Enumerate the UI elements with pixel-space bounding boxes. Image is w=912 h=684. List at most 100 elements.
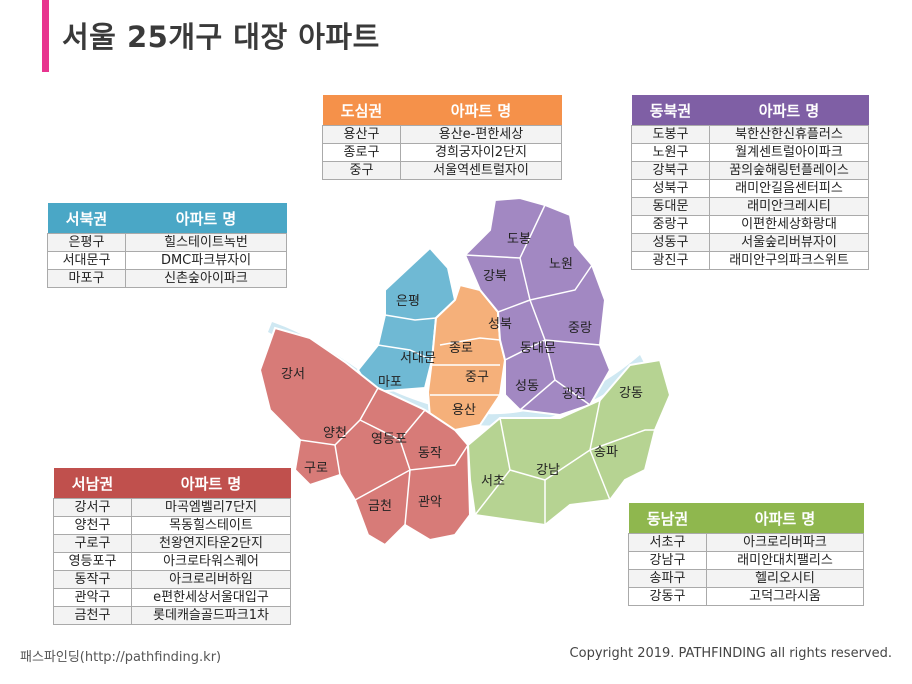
page-title: 서울 25개구 대장 아파트 — [62, 20, 380, 54]
apartment-cell: 고덕그라시움 — [706, 587, 864, 606]
table-row: 성동구 서울숲리버뷰자이 — [631, 233, 869, 252]
table-header-apt: 아파트 명 — [754, 509, 816, 528]
map-label-seongdong: 성동 — [515, 379, 539, 394]
district-cell: 마포구 — [47, 269, 126, 288]
district-cell: 종로구 — [322, 143, 401, 162]
table-row: 금천구 롯데캐슬골드파크1차 — [53, 606, 291, 625]
map-label-jungnang: 중랑 — [568, 321, 592, 336]
region-dosim[interactable] — [426, 283, 507, 432]
district-cell: 송파구 — [628, 569, 707, 588]
apartment-cell: 아크로리버파크 — [706, 533, 864, 552]
district-cell: 도봉구 — [631, 125, 710, 144]
apartment-cell: 래미안대치팰리스 — [706, 551, 864, 570]
map-label-dongdaemun: 동대문 — [520, 341, 556, 356]
district-cell: 강북구 — [631, 161, 710, 180]
table-seobuk: 서북권 아파트 명 은평구 힐스테이트녹번 서대문구 DMC파크뷰자이 마포구 신촌숲아이… — [47, 203, 287, 288]
table-row: 강북구 꿈의숲해링턴플레이스 — [631, 161, 869, 180]
map-label-yeongdeungpo: 영등포 — [371, 432, 407, 447]
table-row: 송파구 헬리오시티 — [628, 569, 864, 588]
table-row: 중랑구 이편한세상화랑대 — [631, 215, 869, 234]
map-label-eunpyeong: 은평 — [396, 294, 420, 309]
map-label-seocho: 서초 — [481, 474, 505, 489]
table-row: 마포구 신촌숲아이파크 — [47, 269, 287, 288]
apartment-cell: 용산e-편한세상 — [400, 125, 562, 144]
region-seobuk[interactable] — [356, 246, 457, 394]
district-cell: 성북구 — [631, 179, 710, 198]
map-label-yangcheon: 양천 — [323, 426, 347, 441]
table-row: 서초구 아크로리버파크 — [628, 533, 864, 552]
table-header-apt: 아파트 명 — [758, 101, 820, 120]
district-cell: 강남구 — [628, 551, 707, 570]
apartment-cell: DMC파크뷰자이 — [125, 251, 287, 270]
map-label-yongsan: 용산 — [452, 403, 476, 418]
table-row: 광진구 래미안구의파크스위트 — [631, 251, 869, 270]
table-header-apt: 아파트 명 — [175, 209, 237, 228]
apartment-cell: 아크로타워스퀘어 — [131, 552, 291, 571]
apartment-cell: 서울숲리버뷰자이 — [709, 233, 869, 252]
apartment-cell: 꿈의숲해링턴플레이스 — [709, 161, 869, 180]
table-header-region: 서북권 — [65, 209, 108, 228]
apartment-cell: 힐스테이트녹번 — [125, 233, 287, 252]
apartment-cell: 천왕연지타운2단지 — [131, 534, 291, 553]
district-cell: 양천구 — [53, 516, 132, 535]
region-dongnam[interactable] — [466, 358, 672, 527]
apartment-cell: 북한산한신휴플러스 — [709, 125, 869, 144]
map-label-geumcheon: 금천 — [368, 499, 392, 514]
table-header-region: 서남권 — [71, 474, 114, 493]
table-row: 성북구 래미안길음센터피스 — [631, 179, 869, 198]
table-row: 관악구 e편한세상서울대입구 — [53, 588, 291, 607]
footer-source: 패스파인딩(http://pathfinding.kr) — [20, 650, 222, 665]
district-cell: 금천구 — [53, 606, 132, 625]
district-cell: 강동구 — [628, 587, 707, 606]
table-row: 강남구 래미안대치팰리스 — [628, 551, 864, 570]
district-cell: 관악구 — [53, 588, 132, 607]
table-row: 강동구 고덕그라시움 — [628, 587, 864, 606]
apartment-cell: 롯데캐슬골드파크1차 — [131, 606, 291, 625]
table-row: 동대문 래미안크레시티 — [631, 197, 869, 216]
map-label-songpa: 송파 — [594, 445, 618, 460]
table-row: 강서구 마곡엠벨리7단지 — [53, 498, 291, 517]
table-header-region: 도심권 — [340, 101, 383, 120]
apartment-cell: 경희궁자이2단지 — [400, 143, 562, 162]
map-label-gangnam: 강남 — [536, 463, 560, 478]
map-label-gangbuk: 강북 — [483, 269, 507, 284]
apartment-cell: 서울역센트럴자이 — [400, 161, 562, 180]
apartment-cell: 월계센트럴아이파크 — [709, 143, 869, 162]
table-row: 양천구 목동힐스테이트 — [53, 516, 291, 535]
map-label-guro: 구로 — [304, 461, 328, 476]
map-label-dongjak: 동작 — [418, 446, 442, 461]
district-cell: 중랑구 — [631, 215, 710, 234]
table-row: 은평구 힐스테이트녹번 — [47, 233, 287, 252]
district-cell: 동작구 — [53, 570, 132, 589]
region-dongbuk[interactable] — [463, 196, 612, 417]
table-row: 서대문구 DMC파크뷰자이 — [47, 251, 287, 270]
apartment-cell: 목동힐스테이트 — [131, 516, 291, 535]
district-cell: 서대문구 — [47, 251, 126, 270]
map-label-dobong: 도봉 — [507, 232, 531, 247]
map-label-gwanak: 관악 — [418, 495, 442, 510]
table-dongnam: 동남권 아파트 명 서초구 아크로리버파크 강남구 래미안대치팰리스 송파구 헬리오시티 강… — [628, 503, 864, 606]
district-cell: 광진구 — [631, 251, 710, 270]
map-label-gangseo: 강서 — [281, 367, 305, 382]
table-header-apt: 아파트 명 — [180, 474, 242, 493]
apartment-cell: 마곡엠벨리7단지 — [131, 498, 291, 517]
district-cell: 중구 — [322, 161, 401, 180]
table-header-region: 동북권 — [649, 101, 692, 120]
table-header-apt: 아파트 명 — [450, 101, 512, 120]
apartment-cell: 신촌숲아이파크 — [125, 269, 287, 288]
map-label-nowon: 노원 — [549, 257, 573, 272]
map-label-gwangjin: 광진 — [562, 387, 586, 402]
table-header-region: 동남권 — [646, 509, 689, 528]
district-cell: 노원구 — [631, 143, 710, 162]
table-row: 도봉구 북한산한신휴플러스 — [631, 125, 869, 144]
table-row: 중구 서울역센트럴자이 — [322, 161, 562, 180]
table-row: 구로구 천왕연지타운2단지 — [53, 534, 291, 553]
apartment-cell: 이편한세상화랑대 — [709, 215, 869, 234]
table-row: 동작구 아크로리버하임 — [53, 570, 291, 589]
district-cell: 은평구 — [47, 233, 126, 252]
district-cell: 동대문 — [631, 197, 710, 216]
table-dosim: 도심권 아파트 명 용산구 용산e-편한세상 종로구 경희궁자이2단지 중구 서울역센트럴… — [322, 95, 562, 180]
apartment-cell: 래미안크레시티 — [709, 197, 869, 216]
table-seonam: 서남권 아파트 명 강서구 마곡엠벨리7단지 양천구 목동힐스테이트 구로구 천왕연지타운… — [53, 468, 291, 625]
